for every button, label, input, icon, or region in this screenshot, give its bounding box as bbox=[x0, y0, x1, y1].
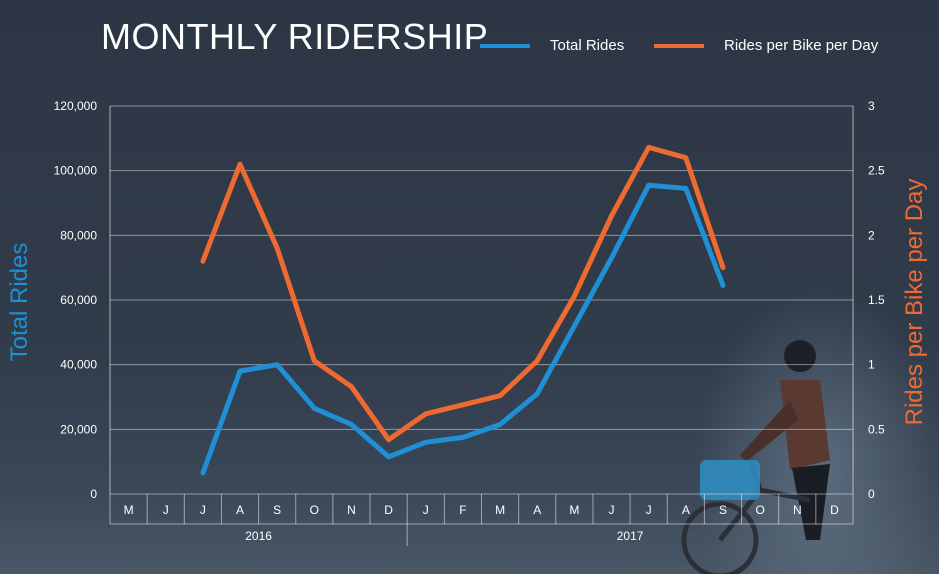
x-tick-label: S bbox=[719, 503, 727, 517]
y-left-tick-label: 120,000 bbox=[54, 99, 98, 113]
legend-label-rides-per-bike: Rides per Bike per Day bbox=[724, 37, 879, 54]
y-left-tick-label: 100,000 bbox=[54, 164, 98, 178]
legend-swatch-rides-per-bike bbox=[654, 44, 704, 49]
x-tick-label: M bbox=[495, 503, 505, 517]
cyclist-photo bbox=[681, 340, 830, 574]
y-left-tick-label: 80,000 bbox=[60, 228, 97, 242]
y-left-tick-label: 0 bbox=[90, 487, 97, 501]
x-tick-label: O bbox=[755, 503, 764, 517]
y-right-tick-label: 0.5 bbox=[868, 422, 885, 436]
y-right-tick-label: 3 bbox=[868, 99, 875, 113]
chart-title: MONTHLY RIDERSHIP bbox=[101, 16, 489, 57]
x-tick-label: D bbox=[830, 503, 839, 517]
x-tick-label: M bbox=[124, 503, 134, 517]
x-tick-label: F bbox=[459, 503, 466, 517]
y-right-tick-label: 1.5 bbox=[868, 293, 885, 307]
x-tick-label: J bbox=[609, 503, 615, 517]
x-tick-label: O bbox=[310, 503, 319, 517]
y-left-tick-label: 20,000 bbox=[60, 422, 97, 436]
y-left-tick-label: 60,000 bbox=[60, 293, 97, 307]
x-tick-label: J bbox=[200, 503, 206, 517]
x-tick-label: A bbox=[533, 503, 541, 517]
x-tick-label: A bbox=[682, 503, 690, 517]
x-tick-label: S bbox=[273, 503, 281, 517]
year-label: 2016 bbox=[245, 529, 272, 543]
year-label: 2017 bbox=[617, 529, 644, 543]
x-tick-label: J bbox=[423, 503, 429, 517]
y-right-tick-label: 2.5 bbox=[868, 164, 885, 178]
x-tick-label: N bbox=[793, 503, 802, 517]
y-left-tick-label: 40,000 bbox=[60, 358, 97, 372]
y-right-tick-label: 1 bbox=[868, 358, 875, 372]
y-right-tick-label: 0 bbox=[868, 487, 875, 501]
x-tick-label: J bbox=[163, 503, 169, 517]
y-right-tick-label: 2 bbox=[868, 228, 875, 242]
legend-label-total-rides: Total Rides bbox=[550, 37, 625, 54]
legend-item-rides-per-bike: Rides per Bike per Day bbox=[654, 37, 878, 54]
legend-item-total-rides: Total Rides bbox=[480, 37, 624, 54]
x-tick-label: A bbox=[236, 503, 244, 517]
x-tick-label: D bbox=[384, 503, 393, 517]
legend-swatch-total-rides bbox=[480, 44, 530, 49]
x-tick-label: J bbox=[646, 503, 652, 517]
x-tick-label: N bbox=[347, 503, 356, 517]
x-tick-label: M bbox=[569, 503, 579, 517]
